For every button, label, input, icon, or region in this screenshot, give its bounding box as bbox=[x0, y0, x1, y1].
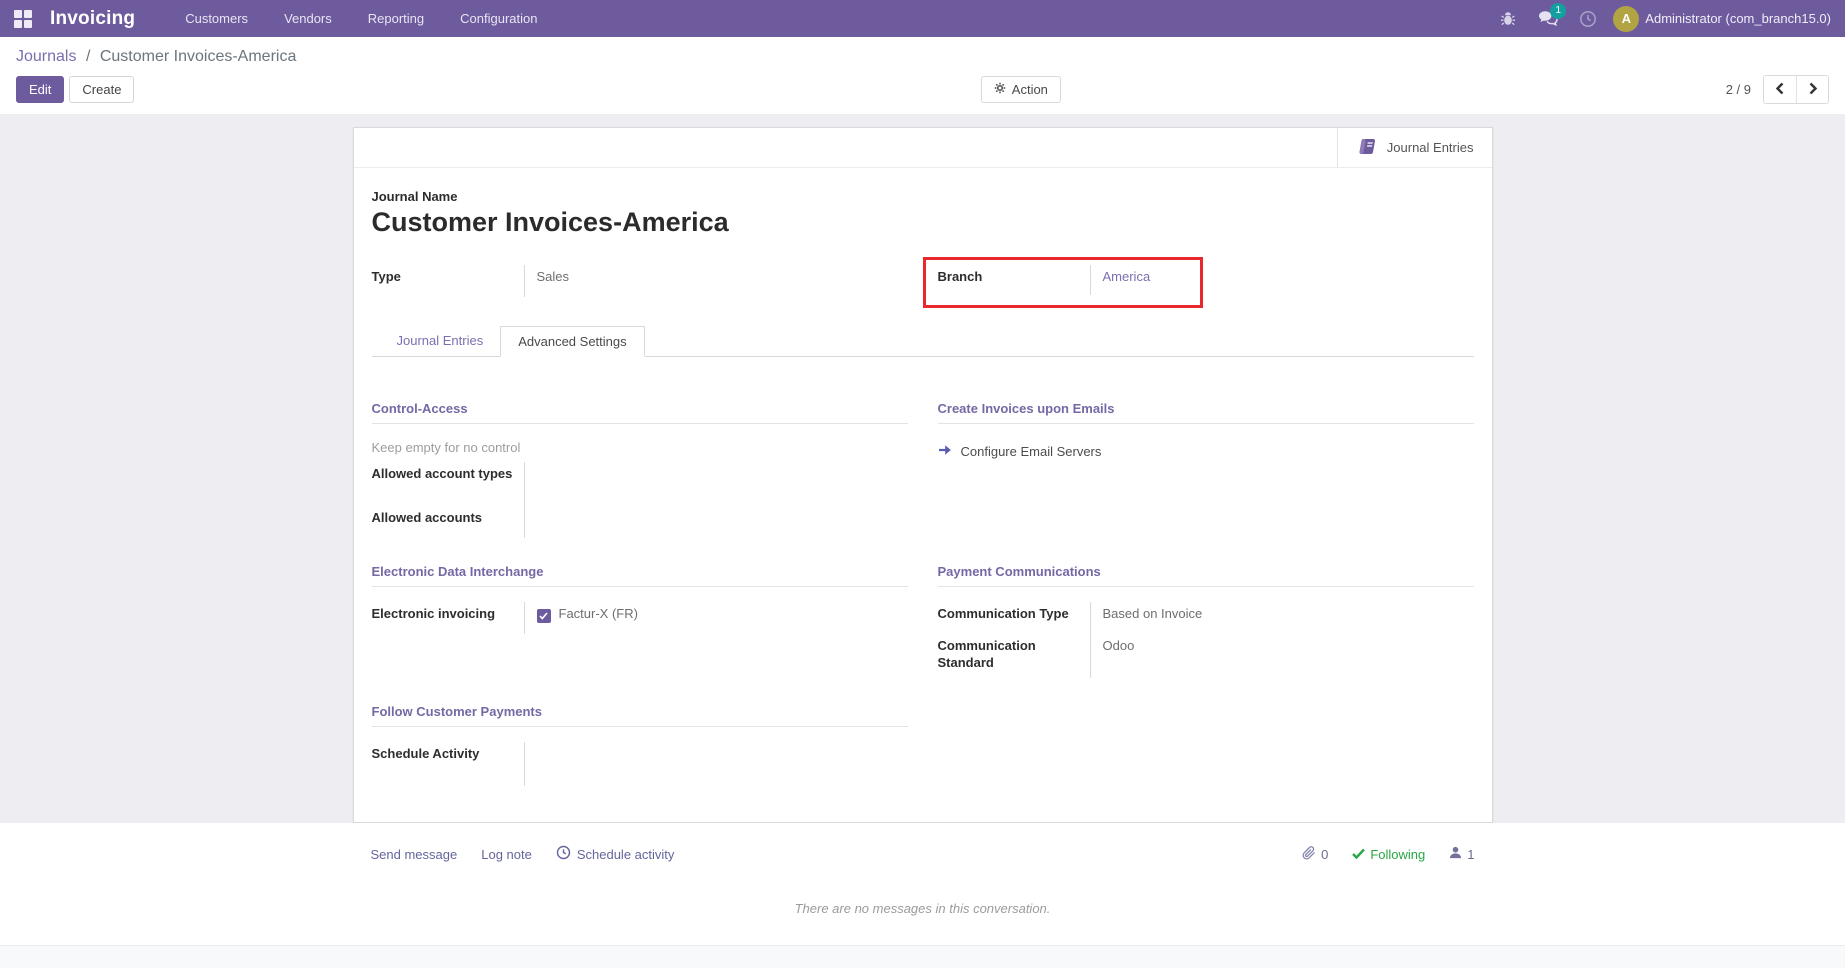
paperclip-icon bbox=[1302, 845, 1316, 863]
attachments-count: 0 bbox=[1321, 846, 1329, 862]
smart-button-box: Journal Entries bbox=[353, 128, 1492, 168]
control-access-hint: Keep empty for no control bbox=[371, 440, 521, 455]
form-sheet-background: Journal Entries Journal Name Customer In… bbox=[0, 114, 1845, 823]
schedule-activity-button[interactable]: Schedule activity bbox=[556, 845, 675, 863]
schedule-activity-value[interactable] bbox=[523, 742, 908, 786]
tab-advanced-settings[interactable]: Advanced Settings bbox=[500, 326, 645, 357]
electronic-invoicing-field: Electronic invoicing Factur-X (FR) bbox=[372, 602, 908, 634]
communication-standard-value: Odoo bbox=[1089, 634, 1474, 678]
create-button[interactable]: Create bbox=[69, 76, 135, 103]
check-icon bbox=[1352, 847, 1366, 862]
communication-type-value: Based on Invoice bbox=[1089, 602, 1474, 634]
pager-next-button[interactable] bbox=[1796, 76, 1828, 103]
pager-value: 2 / 9 bbox=[1725, 82, 1751, 97]
schedule-activity-button-label: Schedule activity bbox=[576, 846, 675, 862]
apps-menu-icon[interactable] bbox=[14, 9, 32, 28]
section-control-access: Control-Access Keep empty for no control… bbox=[371, 401, 908, 538]
breadcrumb: Journals / Customer Invoices-America bbox=[16, 48, 1829, 66]
allowed-accounts-value[interactable] bbox=[523, 506, 908, 538]
section-payment-communications: Payment Communications Communication Typ… bbox=[937, 564, 1474, 678]
followers-count: 1 bbox=[1467, 846, 1475, 862]
schedule-activity-label: Schedule Activity bbox=[371, 746, 480, 761]
edi-title: Electronic Data Interchange bbox=[371, 564, 908, 587]
control-access-title: Control-Access bbox=[371, 401, 908, 424]
communication-type-label: Communication Type bbox=[937, 606, 1069, 621]
control-panel: Journals / Customer Invoices-America Edi… bbox=[0, 37, 1845, 114]
main-menu: Customers Vendors Reporting Configuratio… bbox=[171, 2, 551, 35]
branch-field: Branch America bbox=[938, 265, 1190, 295]
debug-bug-icon[interactable] bbox=[1493, 4, 1523, 34]
electronic-invoicing-label: Electronic invoicing bbox=[371, 606, 496, 621]
configure-email-servers-link[interactable]: Configure Email Servers bbox=[938, 439, 1474, 464]
followers-button[interactable]: 1 bbox=[1449, 846, 1475, 862]
following-label: Following bbox=[1370, 846, 1426, 862]
type-field: Type Sales bbox=[372, 265, 908, 297]
section-follow-customer-payments: Follow Customer Payments Schedule Activi… bbox=[371, 704, 908, 786]
schedule-activity-field: Schedule Activity bbox=[372, 742, 908, 786]
follow-customer-payments-title: Follow Customer Payments bbox=[371, 704, 908, 727]
edit-button[interactable]: Edit bbox=[16, 76, 65, 103]
allowed-accounts-field: Allowed accounts bbox=[372, 506, 908, 538]
create-invoices-title: Create Invoices upon Emails bbox=[937, 401, 1474, 424]
communication-type-field: Communication Type Based on Invoice bbox=[938, 602, 1474, 634]
app-title[interactable]: Invoicing bbox=[50, 7, 136, 29]
branch-field-highlight-box: Branch America bbox=[922, 257, 1203, 308]
breadcrumb-current: Customer Invoices-America bbox=[99, 48, 297, 65]
journal-entries-smart-button[interactable]: Journal Entries bbox=[1336, 128, 1492, 167]
type-field-label: Type bbox=[371, 269, 401, 284]
attachments-button[interactable]: 0 bbox=[1302, 845, 1329, 863]
following-button[interactable]: Following bbox=[1352, 847, 1425, 862]
facturx-checkbox-label: Factur-X (FR) bbox=[558, 606, 638, 621]
messages-count-badge: 1 bbox=[1550, 2, 1567, 19]
notebook-tabs: Journal Entries Advanced Settings bbox=[371, 326, 1474, 357]
chevron-left-icon bbox=[1775, 82, 1785, 98]
menu-reporting[interactable]: Reporting bbox=[367, 11, 425, 26]
pager-previous-button[interactable] bbox=[1764, 76, 1796, 103]
allowed-account-types-value[interactable] bbox=[523, 462, 908, 506]
gear-icon bbox=[994, 81, 1006, 98]
communication-standard-label: Communication Standard bbox=[937, 638, 1036, 670]
footer-strip bbox=[0, 945, 1845, 968]
journal-name-label: Journal Name bbox=[371, 189, 458, 204]
messages-icon[interactable]: 1 bbox=[1533, 2, 1567, 34]
action-button-label: Action bbox=[1011, 82, 1048, 97]
person-icon bbox=[1449, 846, 1462, 862]
allowed-account-types-label: Allowed account types bbox=[371, 466, 513, 481]
activities-clock-icon[interactable] bbox=[1573, 4, 1603, 34]
breadcrumb-journals-link[interactable]: Journals bbox=[16, 48, 77, 65]
chevron-right-icon bbox=[1808, 82, 1818, 98]
user-name: Administrator (com_branch15.0) bbox=[1645, 11, 1831, 26]
journal-book-icon bbox=[1356, 138, 1377, 158]
arrow-right-icon bbox=[938, 444, 952, 459]
clock-icon bbox=[556, 845, 571, 863]
menu-customers[interactable]: Customers bbox=[185, 11, 249, 26]
branch-field-label: Branch bbox=[937, 269, 983, 284]
chatter: Send message Log note Schedule activity … bbox=[0, 823, 1845, 945]
section-edi: Electronic Data Interchange Electronic i… bbox=[371, 564, 908, 678]
menu-vendors[interactable]: Vendors bbox=[284, 11, 332, 26]
section-create-invoices: Create Invoices upon Emails Configure Em… bbox=[937, 401, 1474, 538]
action-button[interactable]: Action bbox=[980, 76, 1061, 103]
log-note-button[interactable]: Log note bbox=[481, 846, 532, 862]
empty-conversation-message: There are no messages in this conversati… bbox=[794, 901, 1051, 916]
menu-configuration[interactable]: Configuration bbox=[460, 11, 538, 26]
journal-form-sheet: Journal Entries Journal Name Customer In… bbox=[352, 127, 1493, 823]
journal-name-value: Customer Invoices-America bbox=[371, 207, 729, 237]
send-message-button[interactable]: Send message bbox=[370, 846, 458, 862]
tab-journal-entries[interactable]: Journal Entries bbox=[396, 333, 484, 348]
top-navbar: Invoicing Customers Vendors Reporting Co… bbox=[0, 0, 1845, 37]
allowed-account-types-field: Allowed account types bbox=[372, 462, 908, 506]
journal-entries-smart-button-label: Journal Entries bbox=[1386, 140, 1474, 155]
user-menu[interactable]: A Administrator (com_branch15.0) bbox=[1613, 5, 1831, 32]
type-field-value: Sales bbox=[523, 265, 908, 297]
user-avatar: A bbox=[1613, 5, 1640, 32]
branch-field-value-link[interactable]: America bbox=[1102, 269, 1151, 284]
allowed-accounts-label: Allowed accounts bbox=[371, 510, 483, 525]
payment-communications-title: Payment Communications bbox=[937, 564, 1474, 587]
facturx-checkbox[interactable] bbox=[536, 609, 551, 623]
breadcrumb-separator: / bbox=[85, 48, 91, 65]
communication-standard-field: Communication Standard Odoo bbox=[938, 634, 1474, 678]
configure-email-servers-label: Configure Email Servers bbox=[960, 444, 1102, 459]
